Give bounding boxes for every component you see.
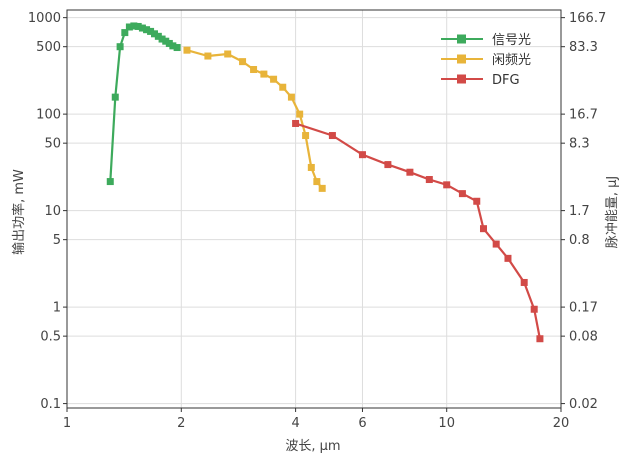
data-point-dfg [425,176,433,184]
y-tick-label: 100 [36,108,61,123]
legend-label-signal: 信号光 [492,33,531,48]
y-tick-label: 50 [44,137,61,152]
y-tick-label: 1 [53,301,61,316]
data-point-dfg [492,240,500,248]
plot-area [106,22,544,343]
y-axis-label: 输出功率, mW [11,169,27,255]
legend-item-signal: 信号光 [441,33,531,48]
data-point-idler [302,132,310,140]
legend-item-idler: 闲频光 [441,53,531,68]
y2-tick-label: 8.3 [569,137,590,152]
data-point-idler [239,58,247,66]
data-point-dfg [292,119,300,127]
legend-label-dfg: DFG [492,73,520,88]
data-point-idler [260,70,268,78]
data-point-signal [143,26,151,34]
data-point-signal [125,23,133,31]
data-point-dfg [384,161,392,169]
x-tick-label: 2 [177,416,185,431]
y-tick-label: 500 [36,40,61,55]
series-dfg [292,119,544,343]
y-axis-ticks: 0.1 0.5 1 5 10 50 100 500 1000 [28,11,67,412]
data-point-signal [116,43,124,51]
x-tick-label: 4 [291,416,299,431]
y2-tick-label: 0.8 [569,233,590,248]
data-point-dfg [479,225,487,233]
data-point-signal [130,22,138,30]
data-point-dfg [358,151,366,159]
y2-tick-label: 83.3 [569,40,598,55]
data-point-signal [173,44,181,52]
data-point-idler [250,66,258,74]
data-point-signal [147,27,155,35]
data-point-idler [307,163,315,171]
data-point-idler [287,93,295,101]
x-tick-label: 10 [438,416,455,431]
x-tick-label: 6 [358,416,366,431]
series-line-dfg [295,122,541,339]
data-point-idler [204,52,212,60]
data-point-signal [111,93,119,101]
data-point-dfg [328,132,336,140]
data-point-signal [151,30,159,38]
y-tick-label: 10 [44,204,61,219]
data-point-idler [224,50,232,58]
data-point-idler [270,75,278,83]
y-tick-label: 0.5 [40,330,61,345]
y2-tick-label: 0.02 [569,397,598,412]
data-point-dfg [504,254,512,262]
data-point-idler [296,110,304,118]
data-point-dfg [530,305,538,313]
y2-axis-ticks: 0.02 0.08 0.17 0.8 1.7 8.3 16.7 83.3 166.7 [561,11,606,412]
x-tick-label: 1 [63,416,71,431]
grid [66,10,562,408]
series-idler [183,46,326,192]
y2-tick-label: 1.7 [569,204,590,219]
data-point-dfg [458,190,466,198]
plot-frame [66,9,562,409]
y2-tick-label: 166.7 [569,11,606,26]
data-point-signal [165,39,173,47]
data-point-dfg [473,197,481,205]
legend-label-idler: 闲频光 [492,53,531,68]
data-point-idler [279,83,287,91]
data-point-dfg [536,335,544,343]
y2-axis-label: 脉冲能量, μJ [605,176,620,248]
data-point-dfg [443,181,451,189]
data-point-dfg [406,168,414,176]
legend: 信号光 闲频光 DFG [441,33,531,88]
series-signal [106,22,181,186]
data-point-signal [162,37,170,45]
data-point-idler [318,184,326,192]
data-point-signal [169,42,177,50]
y2-tick-label: 16.7 [569,108,598,123]
data-point-idler [183,46,191,54]
data-point-signal [106,178,114,186]
y2-tick-label: 0.08 [569,330,598,345]
x-tick-label: 20 [553,416,570,431]
data-point-dfg [520,278,528,286]
x-axis-ticks: 1 2 4 6 10 20 [63,408,569,431]
x-axis-label: 波长, μm [285,439,340,454]
y-tick-label: 1000 [28,11,61,26]
y-tick-label: 5 [53,233,61,248]
data-point-signal [154,32,162,40]
y-tick-label: 0.1 [40,397,61,412]
data-point-signal [138,24,146,32]
legend-item-dfg: DFG [441,73,520,88]
y2-tick-label: 0.17 [569,301,598,316]
data-point-signal [158,35,166,43]
data-point-idler [313,178,321,186]
data-point-signal [121,29,129,37]
data-point-signal [134,22,142,30]
